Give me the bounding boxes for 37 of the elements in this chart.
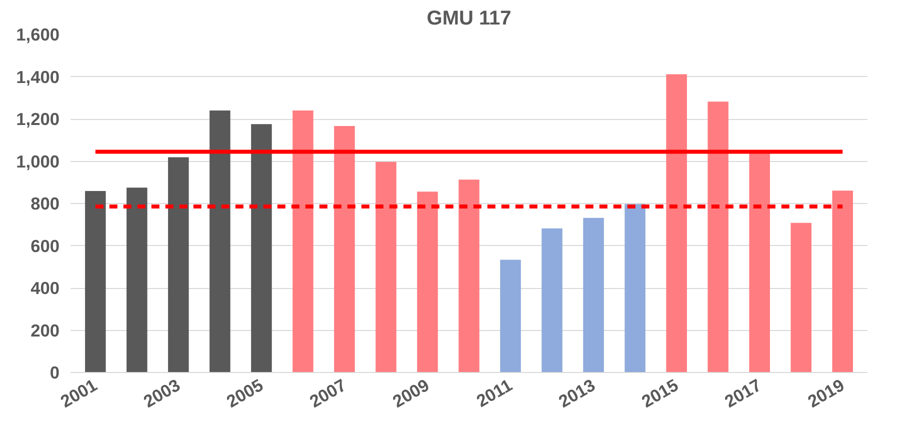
y-tick-label: 1,400 <box>16 66 60 87</box>
bar <box>542 228 562 372</box>
bar <box>210 110 230 372</box>
bar <box>624 204 646 372</box>
chart-title: GMU 117 <box>426 8 512 30</box>
bar <box>126 188 148 372</box>
x-tick-label: 2011 <box>472 374 516 411</box>
bar <box>251 124 272 372</box>
y-tick-label: 1,000 <box>16 151 60 172</box>
x-tick-label: 2015 <box>638 374 682 412</box>
x-tick-label: 2003 <box>140 374 184 412</box>
bar <box>417 192 438 372</box>
y-tick-label: 800 <box>30 194 60 214</box>
bar <box>708 102 728 372</box>
bar <box>85 191 106 372</box>
y-tick-label: 600 <box>30 236 60 256</box>
y-tick-label: 0 <box>50 362 60 382</box>
x-tick-label: 2009 <box>389 374 432 412</box>
bar <box>749 153 770 372</box>
bar <box>666 74 687 372</box>
x-tick-label: 2019 <box>804 374 848 412</box>
x-tick-label: 2005 <box>223 374 267 412</box>
bar <box>376 162 396 372</box>
x-tick-label: 2001 <box>57 374 101 412</box>
y-tick-label: 1,200 <box>16 109 60 129</box>
bar <box>334 126 355 372</box>
y-tick-label: 400 <box>30 278 60 298</box>
bar <box>832 190 853 372</box>
bar <box>292 110 314 372</box>
x-tick-label: 2013 <box>555 374 599 412</box>
bar <box>583 218 604 372</box>
y-tick-label: 1,600 <box>16 24 60 44</box>
bar <box>168 157 189 372</box>
bar <box>790 222 812 372</box>
bar <box>500 260 521 372</box>
y-tick-label: 200 <box>30 320 60 340</box>
bar <box>458 180 480 372</box>
